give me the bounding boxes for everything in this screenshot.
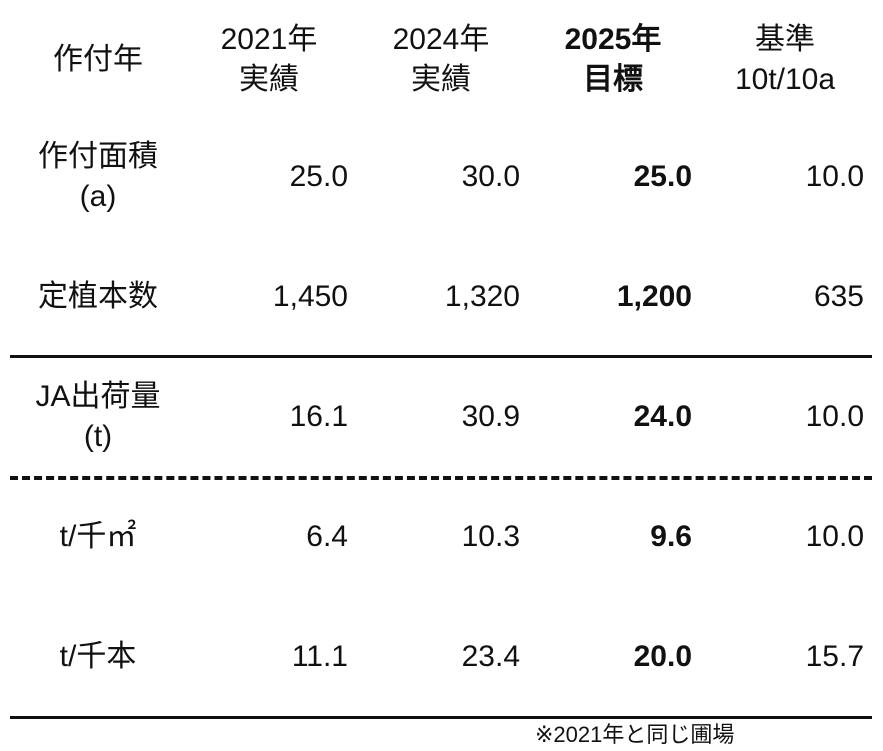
row-label-line: (a) — [79, 180, 117, 213]
row-label: t/千本 — [60, 637, 137, 677]
header-cell-line: 2025年 — [564, 23, 662, 56]
row-divider — [10, 355, 872, 358]
row-label-line: t/千本 — [59, 640, 137, 673]
value-cell: 11.1 — [291, 640, 348, 673]
row-divider-dashed — [10, 476, 872, 480]
header-cell-line: 作付年 — [53, 43, 143, 76]
header-cell-line: 2021年 — [220, 23, 318, 56]
value-cell: 10.0 — [805, 400, 864, 433]
value-cell: 25.0 — [633, 160, 692, 193]
row-label-line: 定植本数 — [38, 280, 158, 313]
value-cell: 20.0 — [633, 640, 692, 673]
header-cell-line: 実績 — [239, 63, 299, 96]
header-cell-line: 基準 — [755, 23, 815, 56]
header-cell: 基準 10t/10a — [735, 20, 835, 100]
value-cell: 15.7 — [805, 640, 864, 673]
value-cell: 635 — [813, 280, 864, 313]
header-cell: 2025年目標 — [565, 20, 662, 100]
header-cell: 2024年実績 — [393, 20, 490, 100]
header-cell-line: 10t/10a — [734, 63, 836, 96]
value-cell: 10.0 — [805, 160, 864, 193]
value-cell: 30.9 — [461, 400, 520, 433]
value-cell: 9.6 — [650, 520, 692, 553]
value-cell: 6.4 — [306, 520, 348, 553]
value-cell: 30.0 — [461, 160, 520, 193]
value-cell: 1,450 — [272, 280, 348, 313]
row-label-line: t/千㎡ — [59, 520, 137, 553]
row-label: JA出荷量 (t) — [35, 377, 160, 457]
value-cell: 23.4 — [461, 640, 520, 673]
value-cell: 24.0 — [633, 400, 692, 433]
row-label-line: JA出荷量 — [35, 380, 161, 413]
value-cell: 16.1 — [289, 400, 348, 433]
row-divider — [10, 716, 872, 719]
row-label: t/千㎡ — [60, 517, 137, 557]
header-cell-line: 2024年 — [392, 23, 490, 56]
header-cell-line: 目標 — [583, 63, 643, 96]
header-cell-line: 実績 — [411, 63, 471, 96]
value-cell: 25.0 — [289, 160, 348, 193]
value-cell: 1,320 — [444, 280, 520, 313]
row-label-line: (t) — [83, 420, 113, 453]
value-cell: 1,200 — [616, 280, 692, 313]
header-cell: 2021年実績 — [221, 20, 318, 100]
value-cell: 10.3 — [461, 520, 520, 553]
row-label: 作付面積 (a) — [38, 137, 158, 217]
row-label-line: 作付面積 — [38, 140, 158, 173]
value-cell: 10.0 — [805, 520, 864, 553]
row-label: 定植本数 — [38, 277, 158, 317]
footnote: ※2021年と同じ圃場 — [535, 722, 735, 747]
header-cell: 作付年 — [53, 40, 143, 80]
